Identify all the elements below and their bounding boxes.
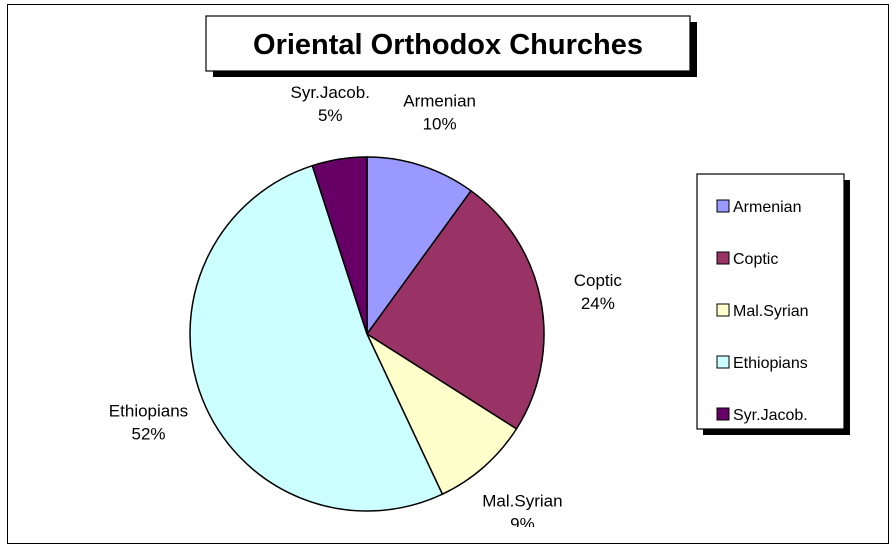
data-label-category: Mal.Syrian xyxy=(482,491,562,510)
data-label-percent: 10% xyxy=(423,115,457,134)
pie-slice-ethiopians xyxy=(189,164,444,512)
legend-swatch xyxy=(716,355,730,369)
pie-slice-syr-jacob xyxy=(311,156,368,335)
pie-slices xyxy=(189,156,545,512)
legend-label: Armenian xyxy=(733,199,801,216)
legend-label: Syr.Jacob. xyxy=(733,407,808,424)
data-label-percent: 5% xyxy=(318,106,343,125)
pie-slice-armenian xyxy=(366,156,473,337)
legend-label: Ethiopians xyxy=(733,355,808,372)
data-label-category: Syr.Jacob. xyxy=(291,83,370,102)
title-box xyxy=(205,15,691,72)
data-label-percent: 9% xyxy=(510,514,535,527)
data-label-category: Coptic xyxy=(574,271,623,290)
pie-slice-coptic xyxy=(365,189,545,430)
legend-swatch xyxy=(716,407,730,421)
legend: Armenian Coptic Mal.Syrian Ethiopians Syr.Ja… xyxy=(716,199,809,424)
data-label-percent: 52% xyxy=(131,425,165,444)
data-label-percent: 24% xyxy=(581,294,615,313)
data-label-category: Armenian xyxy=(403,92,476,111)
legend-swatch xyxy=(716,199,730,213)
legend-label: Coptic xyxy=(733,251,778,268)
legend-box xyxy=(696,173,845,430)
pie-slice-mal-syrian xyxy=(365,331,518,496)
data-labels: Armenian 10% Coptic 24% Mal.Syrian 9% Ethiopia… xyxy=(109,83,623,527)
legend-swatch xyxy=(716,303,730,317)
chart-title: Oriental Orthodox Churches xyxy=(253,29,643,61)
data-label-category: Ethiopians xyxy=(109,402,188,421)
legend-label: Mal.Syrian xyxy=(733,303,809,320)
pie-chart: Oriental Orthodox Churches Armenian 10% Co… xyxy=(109,15,850,527)
legend-swatch xyxy=(716,251,730,265)
